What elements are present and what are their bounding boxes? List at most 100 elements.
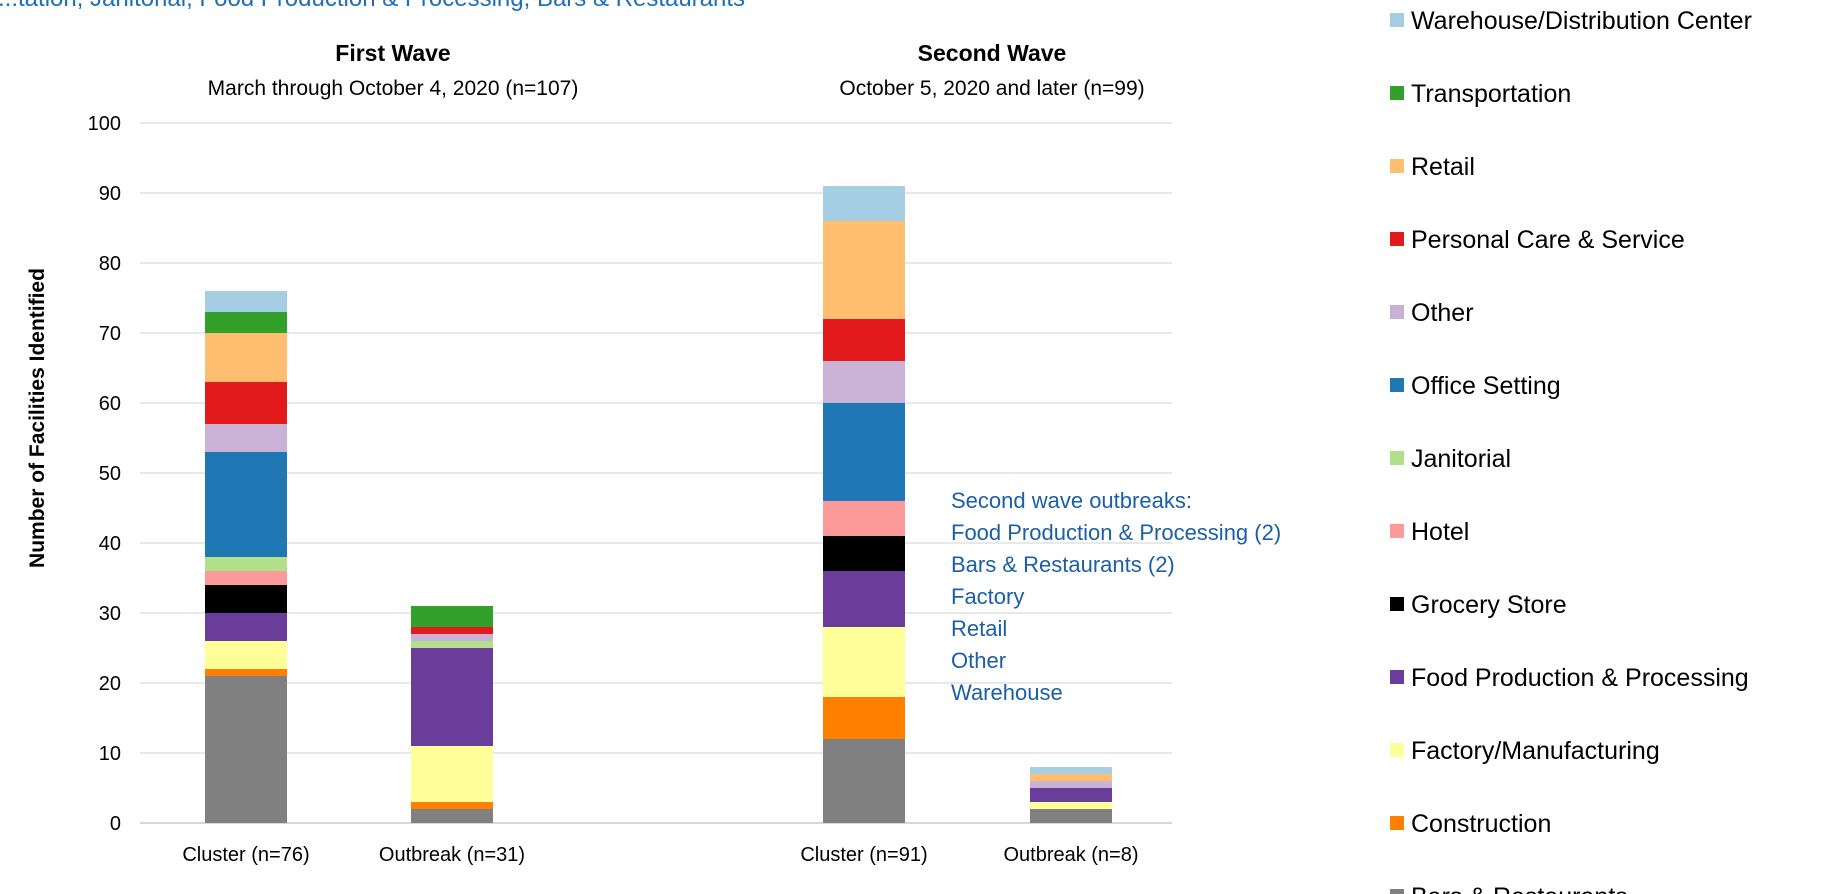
bar-segment <box>411 802 493 809</box>
second-wave-annotation: Second wave outbreaks: Food Production &… <box>951 488 1281 705</box>
bar-stack <box>823 186 905 823</box>
bar-segment <box>205 669 287 676</box>
annotation-line: Bars & Restaurants (2) <box>951 552 1175 577</box>
annotation-line: Other <box>951 648 1006 673</box>
legend-label: Personal Care & Service <box>1411 226 1685 254</box>
bar-stack <box>205 291 287 823</box>
bar-segment <box>1030 767 1112 774</box>
legend-item: Hotel <box>1390 518 1469 546</box>
legend-swatch <box>1390 232 1404 246</box>
legend-swatch <box>1390 889 1404 894</box>
y-tick-label: 20 <box>99 673 121 695</box>
legend-label: Bars & Restaurants <box>1411 883 1628 894</box>
bar-segment <box>411 809 493 823</box>
legend-item: Grocery Store <box>1390 591 1567 619</box>
bar-segment <box>1030 809 1112 823</box>
bar-segment <box>411 627 493 634</box>
legend-swatch <box>1390 159 1404 173</box>
chart-title: ...tation, Janitorial, Food Production &… <box>0 0 745 12</box>
legend-label: Construction <box>1411 810 1551 838</box>
bar-segment <box>411 634 493 641</box>
bar-segment <box>411 648 493 746</box>
bar-segment <box>823 186 905 221</box>
legend-label: Other <box>1411 299 1474 327</box>
x-category-label: Outbreak (n=8) <box>1003 844 1138 866</box>
y-axis-ticks: 0 10 20 30 40 50 60 70 80 90 100 <box>88 113 121 835</box>
bar-segment <box>823 627 905 697</box>
legend-item: Janitorial <box>1390 445 1511 473</box>
bar-segment <box>205 676 287 823</box>
bar-stack <box>411 606 493 823</box>
legend-item: Retail <box>1390 153 1475 181</box>
x-axis-labels: Cluster (n=76) Outbreak (n=31) Cluster (n=… <box>182 844 1138 866</box>
legend-label: Office Setting <box>1411 372 1561 400</box>
legend-label: Hotel <box>1411 518 1469 546</box>
bar-segment <box>823 501 905 536</box>
legend: Warehouse/Distribution Center Transportat… <box>1390 7 1752 894</box>
legend-swatch <box>1390 86 1404 100</box>
bar-segment <box>205 312 287 333</box>
legend-label: Retail <box>1411 153 1475 181</box>
bar-segment <box>823 571 905 627</box>
legend-swatch <box>1390 524 1404 538</box>
legend-swatch <box>1390 378 1404 392</box>
y-tick-label: 40 <box>99 533 121 555</box>
x-category-label: Cluster (n=76) <box>182 844 309 866</box>
y-tick-label: 70 <box>99 323 121 345</box>
legend-item: Transportation <box>1390 80 1571 108</box>
legend-swatch <box>1390 451 1404 465</box>
bar-segment <box>823 319 905 361</box>
y-tick-label: 0 <box>110 813 121 835</box>
legend-item: Warehouse/Distribution Center <box>1390 7 1752 35</box>
legend-item: Food Production & Processing <box>1390 664 1749 692</box>
legend-item: Other <box>1390 299 1474 327</box>
bar-segment <box>205 557 287 571</box>
bar-segment <box>823 697 905 739</box>
y-axis-label: Number of Facilities Identified <box>26 268 49 568</box>
bar-segment <box>823 221 905 319</box>
bar-segment <box>823 536 905 571</box>
bar-segment <box>411 746 493 802</box>
bar-segment <box>1030 781 1112 788</box>
legend-label: Transportation <box>1411 80 1571 108</box>
legend-swatch <box>1390 13 1404 27</box>
x-category-label: Outbreak (n=31) <box>379 844 525 866</box>
annotation-line: Second wave outbreaks: <box>951 488 1192 513</box>
legend-label: Factory/Manufacturing <box>1411 737 1660 765</box>
bar-segment <box>205 452 287 557</box>
bar-segment <box>205 424 287 452</box>
gridlines <box>140 122 1172 824</box>
y-tick-label: 50 <box>99 463 121 485</box>
bar-segment <box>823 739 905 823</box>
bar-segment <box>205 291 287 312</box>
bar-segment <box>1030 788 1112 802</box>
annotation-line: Food Production & Processing (2) <box>951 520 1281 545</box>
bar-segment <box>823 403 905 501</box>
legend-swatch <box>1390 670 1404 684</box>
group-title-first-wave: First Wave <box>335 40 450 66</box>
annotation-line: Factory <box>951 584 1024 609</box>
legend-item: Factory/Manufacturing <box>1390 737 1660 765</box>
legend-item: Bars & Restaurants <box>1390 883 1628 894</box>
y-tick-label: 60 <box>99 393 121 415</box>
legend-label: Warehouse/Distribution Center <box>1411 7 1752 35</box>
group-subtitle-first-wave: March through October 4, 2020 (n=107) <box>208 77 579 100</box>
y-tick-label: 90 <box>99 183 121 205</box>
bar-segment <box>205 585 287 613</box>
legend-swatch <box>1390 816 1404 830</box>
y-tick-label: 100 <box>88 113 121 135</box>
bar-stacks <box>205 186 1112 823</box>
legend-swatch <box>1390 305 1404 319</box>
legend-label: Grocery Store <box>1411 591 1567 619</box>
bar-segment <box>205 382 287 424</box>
legend-label: Food Production & Processing <box>1411 664 1749 692</box>
legend-item: Personal Care & Service <box>1390 226 1685 254</box>
y-tick-label: 10 <box>99 743 121 765</box>
y-tick-label: 30 <box>99 603 121 625</box>
bar-segment <box>1030 774 1112 781</box>
bar-segment <box>411 606 493 627</box>
bar-segment <box>1030 802 1112 809</box>
bar-segment <box>205 613 287 641</box>
legend-item: Office Setting <box>1390 372 1561 400</box>
